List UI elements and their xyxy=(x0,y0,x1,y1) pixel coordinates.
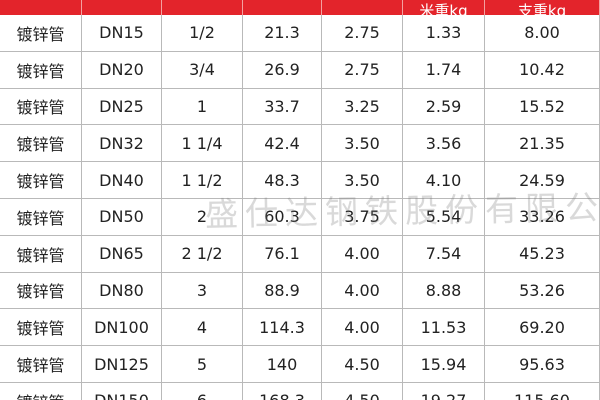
table-cell: 4.50 xyxy=(322,383,403,400)
table-cell: 镀锌管 xyxy=(0,162,82,199)
table-cell: DN25 xyxy=(82,88,162,126)
header-cell: 支重kg xyxy=(485,0,600,15)
table-cell: DN15 xyxy=(82,15,162,52)
table-cell: DN80 xyxy=(82,272,162,310)
table-cell: 3.25 xyxy=(322,88,403,126)
cell-text: 支重kg xyxy=(517,2,567,16)
table-cell: 3/4 xyxy=(162,51,243,89)
table-cell: 42.4 xyxy=(243,125,322,163)
table-cell: DN125 xyxy=(82,346,162,383)
table-cell: 镀锌管 xyxy=(0,15,82,52)
table-cell: 21.35 xyxy=(485,125,600,163)
table-cell: 33.7 xyxy=(243,88,322,126)
table-cell: DN100 xyxy=(82,309,162,347)
table-cell: 镀锌管 xyxy=(0,235,82,273)
table-cell: 48.3 xyxy=(243,162,322,199)
table-cell: 10.42 xyxy=(485,51,600,89)
table-cell: 镀锌管 xyxy=(0,199,82,236)
header-cell xyxy=(82,0,162,15)
table-cell: 4.00 xyxy=(322,235,403,273)
table-cell: 168.3 xyxy=(243,383,322,400)
table-cell: 26.9 xyxy=(243,51,322,89)
table-cell: 60.3 xyxy=(243,199,322,236)
table-cell: 3.50 xyxy=(322,162,403,199)
table-cell: 3.56 xyxy=(403,125,485,163)
table-cell: 4.50 xyxy=(322,346,403,383)
table-cell: 镀锌管 xyxy=(0,51,82,89)
table-cell: DN65 xyxy=(82,235,162,273)
table-cell: 3 xyxy=(162,272,243,310)
table-cell: 21.3 xyxy=(243,15,322,52)
table-cell: 1 xyxy=(162,88,243,126)
table-cell: 4.00 xyxy=(322,309,403,347)
table-cell: DN50 xyxy=(82,199,162,236)
table-cell: 2.59 xyxy=(403,88,485,126)
table-cell: 1 1/2 xyxy=(162,162,243,199)
table-cell: 8.88 xyxy=(403,272,485,310)
table-cell: DN150 xyxy=(82,383,162,400)
table-cell: 镀锌管 xyxy=(0,346,82,383)
table-cell: DN40 xyxy=(82,162,162,199)
table-cell: 140 xyxy=(243,346,322,383)
table-cell: 15.52 xyxy=(485,88,600,126)
table-cell: 69.20 xyxy=(485,309,600,347)
header-cell xyxy=(243,0,322,15)
table-cell: 1.33 xyxy=(403,15,485,52)
table-cell: 95.63 xyxy=(485,346,600,383)
table-cell: 1 1/4 xyxy=(162,125,243,163)
table-cell: 2 1/2 xyxy=(162,235,243,273)
cell-text: 米重kg xyxy=(419,2,468,16)
table-cell: 1/2 xyxy=(162,15,243,52)
table-cell: 2.75 xyxy=(322,15,403,52)
table-cell: 7.54 xyxy=(403,235,485,273)
table-cell: 镀锌管 xyxy=(0,272,82,310)
table-cell: 4.10 xyxy=(403,162,485,199)
table-cell: 5.54 xyxy=(403,199,485,236)
table-cell: 114.3 xyxy=(243,309,322,347)
table-cell: 镀锌管 xyxy=(0,88,82,126)
header-cell xyxy=(162,0,243,15)
table-cell: 1.74 xyxy=(403,51,485,89)
table-cell: 镀锌管 xyxy=(0,125,82,163)
table-cell: 6 xyxy=(162,383,243,400)
table-cell: 45.23 xyxy=(485,235,600,273)
table-cell: 8.00 xyxy=(485,15,600,52)
table-cell: 2.75 xyxy=(322,51,403,89)
table-cell: 镀锌管 xyxy=(0,309,82,347)
table-cell: 2 xyxy=(162,199,243,236)
table-cell: 15.94 xyxy=(403,346,485,383)
table-cell: 53.26 xyxy=(485,272,600,310)
header-cell xyxy=(322,0,403,15)
table-cell: 镀锌管 xyxy=(0,383,82,400)
header-cell: 米重kg xyxy=(403,0,485,15)
table-cell: DN20 xyxy=(82,51,162,89)
table-cell: 115.60 xyxy=(485,383,600,400)
watermark: 盛仕达钢铁股份有限公司 xyxy=(204,187,600,234)
table-cell: 5 xyxy=(162,346,243,383)
table-cell: 3.50 xyxy=(322,125,403,163)
table-cell: 4.00 xyxy=(322,272,403,310)
table-cell: 11.53 xyxy=(403,309,485,347)
table-cell: 76.1 xyxy=(243,235,322,273)
table-cell: 19.27 xyxy=(403,383,485,400)
table-cell: 88.9 xyxy=(243,272,322,310)
table-cell: 3.75 xyxy=(322,199,403,236)
header-cell xyxy=(0,0,82,15)
table-cell: 4 xyxy=(162,309,243,347)
table-cell: DN32 xyxy=(82,125,162,163)
